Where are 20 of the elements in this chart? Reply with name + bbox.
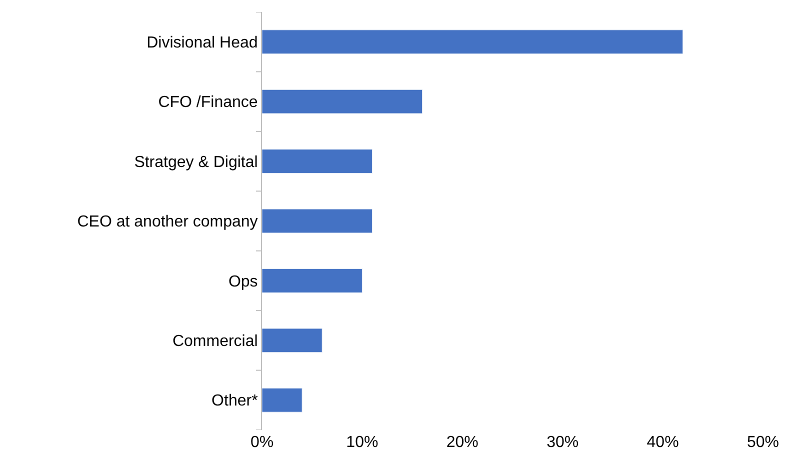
x-tick-label: 30% [546, 434, 579, 451]
x-tick-label: 40% [646, 434, 679, 451]
bar [262, 328, 322, 353]
y-tick-label: Stratgey & Digital [134, 154, 258, 171]
y-tick-label: Ops [228, 273, 258, 290]
bar [262, 89, 423, 114]
y-tick-label: Divisional Head [146, 34, 258, 52]
y-tick-label: Commercial [172, 333, 258, 350]
bar [262, 208, 372, 234]
x-tick-label: 10% [346, 434, 378, 451]
y-tick-label: Other* [212, 392, 258, 410]
bar [262, 268, 362, 293]
bar [262, 149, 372, 174]
x-tick-label: 0% [250, 434, 274, 451]
bar [262, 388, 302, 412]
bar [262, 30, 684, 54]
y-tick-label: CEO at another company [77, 214, 258, 231]
x-tick-label: 20% [446, 434, 478, 451]
x-tick-label: 50% [746, 434, 780, 451]
y-tick-label: CFO /Finance [158, 94, 258, 112]
